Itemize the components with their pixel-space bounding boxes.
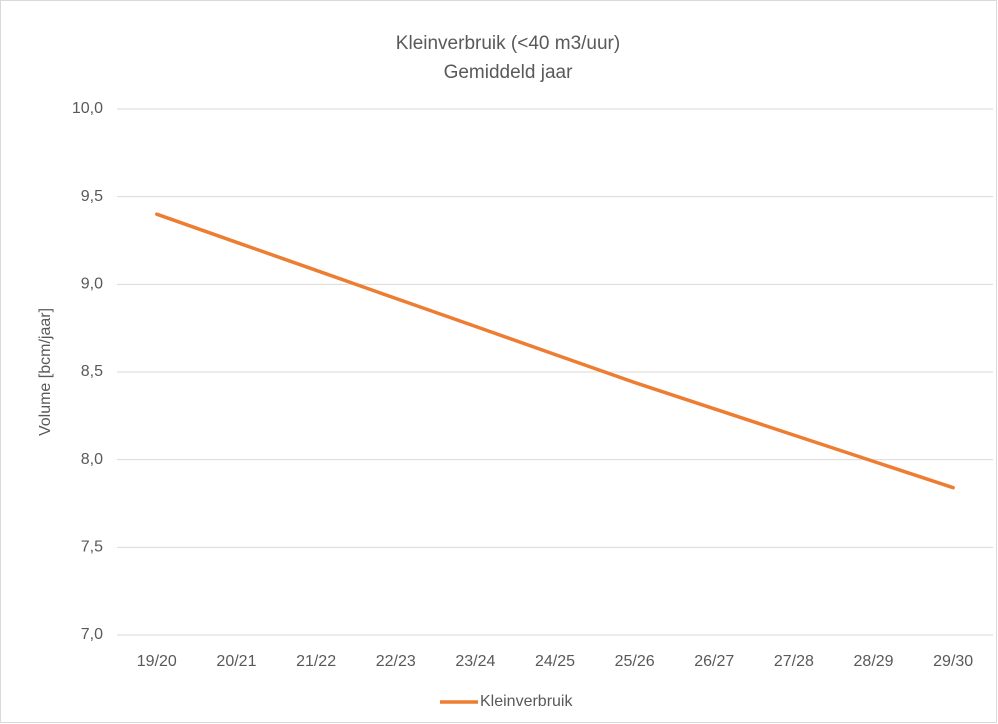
- x-tick-label: 26/27: [694, 653, 734, 670]
- x-tick-label: 28/29: [854, 653, 894, 670]
- y-tick-label: 9,0: [81, 276, 103, 293]
- y-tick-label: 10,0: [72, 100, 103, 117]
- chart-title: Kleinverbruik (<40 m3/uur): [396, 33, 620, 54]
- y-tick-label: 7,5: [81, 539, 103, 556]
- x-tick-label: 25/26: [615, 653, 655, 670]
- x-tick-label: 23/24: [455, 653, 495, 670]
- legend-label: Kleinverbruik: [480, 693, 573, 710]
- chart-subtitle: Gemiddeld jaar: [444, 62, 574, 83]
- x-tick-label: 20/21: [216, 653, 256, 670]
- y-tick-label: 7,0: [81, 626, 103, 643]
- y-axis-label: Volume [bcm/jaar]: [37, 308, 54, 436]
- x-tick-label: 29/30: [933, 653, 973, 670]
- y-tick-label: 9,5: [81, 188, 103, 205]
- x-tick-label: 27/28: [774, 653, 814, 670]
- x-tick-label: 19/20: [137, 653, 177, 670]
- x-tick-label: 24/25: [535, 653, 575, 670]
- line-series: [155, 212, 955, 490]
- x-tick-label: 21/22: [296, 653, 336, 670]
- x-tick-label: 22/23: [376, 653, 416, 670]
- y-tick-label: 8,5: [81, 363, 103, 380]
- y-tick-label: 8,0: [81, 451, 103, 468]
